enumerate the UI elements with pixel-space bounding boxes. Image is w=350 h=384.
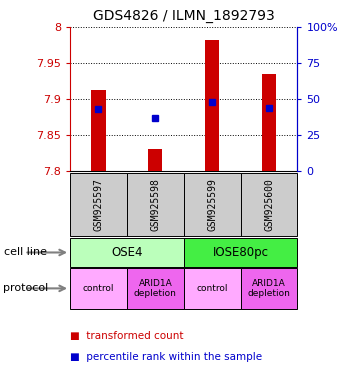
Text: IOSE80pc: IOSE80pc [212,246,269,259]
Bar [127,268,184,309]
Text: control: control [196,284,228,293]
Bar [70,173,127,236]
Bar [240,173,298,236]
Text: ARID1A
depletion: ARID1A depletion [247,279,290,298]
Bar [91,90,106,171]
Bar [205,40,219,171]
Bar [184,173,240,236]
Bar [240,268,298,309]
Title: GDS4826 / ILMN_1892793: GDS4826 / ILMN_1892793 [93,9,275,23]
Bar [184,238,298,267]
Text: control: control [83,284,114,293]
Text: protocol: protocol [4,283,49,293]
Text: OSE4: OSE4 [111,246,143,259]
Bar [70,268,127,309]
Text: GSM925597: GSM925597 [93,178,104,231]
Bar [148,149,162,171]
Text: ■  percentile rank within the sample: ■ percentile rank within the sample [70,352,262,362]
Text: GSM925600: GSM925600 [264,178,274,231]
Text: cell line: cell line [4,247,47,258]
Text: GSM925599: GSM925599 [207,178,217,231]
Bar [70,238,184,267]
Bar [127,173,184,236]
Bar [262,74,276,171]
Bar [184,268,240,309]
Text: ■  transformed count: ■ transformed count [70,331,183,341]
Text: ARID1A
depletion: ARID1A depletion [134,279,177,298]
Text: GSM925598: GSM925598 [150,178,160,231]
